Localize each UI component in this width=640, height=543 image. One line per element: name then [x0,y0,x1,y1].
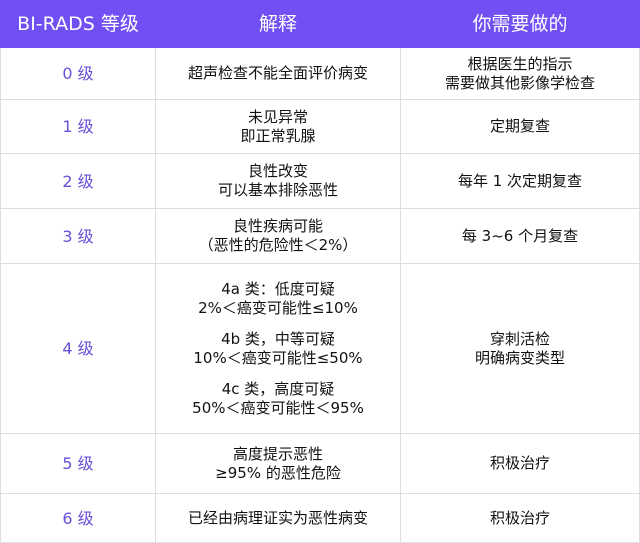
table-row: 4 级 4a 类：低度可疑 2%＜癌变可能性≤10% 4b 类，中等可疑 10%＜癌变可… [0,263,640,434]
level-cell: 5 级 [0,433,156,494]
header-level: BI-RADS 等级 [0,0,156,48]
action-cell: 积极治疗 [400,493,640,543]
explain-cell: 良性改变 可以基本排除恶性 [155,153,401,209]
explain-line: 10%＜癌变可能性≤50% [193,348,363,367]
action-line: 明确病变类型 [474,348,565,367]
level-cell: 4 级 [0,263,156,434]
explain-cell: 已经由病理证实为恶性病变 [155,493,401,543]
explain-line: 4c 类，高度可疑 [221,379,335,398]
explain-cell: 未见异常 即正常乳腺 [155,99,401,154]
explain-line: （恶性的危险性＜2%） [198,236,358,254]
explain-line: 4a 类：低度可疑 [221,279,335,298]
action-line: 每 3~6 个月复查 [461,226,579,245]
explain-line [156,318,400,330]
explain-line: 2%＜癌变可能性≤10% [198,298,358,317]
explain-cell: 良性疾病可能 （恶性的危险性＜2%） [155,208,401,264]
explain-line: 已经由病理证实为恶性病变 [187,508,368,527]
action-cell: 根据医生的指示 需要做其他影像学检查 [400,47,640,100]
header-row: BI-RADS 等级 解释 你需要做的 [0,0,640,48]
action-line: 积极治疗 [489,508,550,527]
table-row: 6 级 已经由病理证实为恶性病变 积极治疗 [0,493,640,543]
action-cell: 每年 1 次定期复查 [400,153,640,209]
action-line: 根据医生的指示 [467,54,573,73]
explain-cell: 高度提示恶性 ≥95% 的恶性危险 [155,433,401,494]
action-line: 积极治疗 [489,454,550,472]
action-cell: 穿刺活检 明确病变类型 [400,263,640,434]
explain-cell: 超声检查不能全面评价病变 [155,47,401,100]
explain-line: 良性改变 [247,162,308,180]
action-line: 需要做其他影像学检查 [444,73,595,92]
table-row: 3 级良性疾病可能 （恶性的危险性＜2%）每 3~6 个月复查 [0,208,640,264]
explain-line: 高度提示恶性 [232,444,323,463]
explain-line: 良性疾病可能 [232,217,323,235]
level-cell: 2 级 [0,153,156,209]
level-cell: 1 级 [0,99,156,154]
explain-line: 4b 类，中等可疑 [221,329,335,348]
explain-line: 可以基本排除恶性 [217,181,338,199]
action-cell: 积极治疗 [400,433,640,494]
action-cell: 定期复查 [400,99,640,154]
table-row: 5 级高度提示恶性 ≥95% 的恶性危险 积极治疗 [0,433,640,494]
table-row: 2 级良性改变 可以基本排除恶性 每年 1 次定期复查 [0,153,640,209]
action-line: 每年 1 次定期复查 [457,171,583,190]
action-line: 定期复查 [489,117,550,135]
explain-line: 未见异常 [247,107,308,126]
table-row: 1 级未见异常 即正常乳腺 定期复查 [0,99,640,154]
explain-line: 50%＜癌变可能性＜95% [192,398,364,417]
action-line: 穿刺活检 [489,329,550,348]
explain-line: 即正常乳腺 [240,126,316,145]
explain-line: 超声检查不能全面评价病变 [187,64,368,82]
table-row: 0 级 超声检查不能全面评价病变 根据医生的指示 需要做其他影像学检查 [0,47,640,100]
level-cell: 3 级 [0,208,156,264]
level-cell: 0 级 [0,47,156,100]
explain-line [156,368,400,380]
explain-cell: 4a 类：低度可疑 2%＜癌变可能性≤10% 4b 类，中等可疑 10%＜癌变可能性≤… [155,263,401,434]
level-cell: 6 级 [0,493,156,543]
explain-line: ≥95% 的恶性危险 [215,463,341,482]
header-action: 你需要做的 [400,0,640,48]
header-explain: 解释 [155,0,401,48]
action-cell: 每 3~6 个月复查 [400,208,640,264]
